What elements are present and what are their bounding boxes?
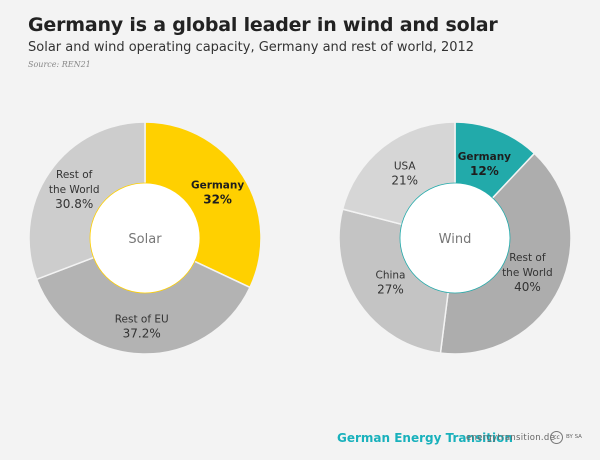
solar-label-germany: Germany 32%	[191, 179, 244, 206]
footer-url[interactable]: energytransition.de	[466, 433, 556, 443]
wind-label-china: China 27%	[376, 269, 406, 296]
footer-brand: German Energy Transition	[337, 431, 513, 445]
wind-center-label: Wind	[439, 232, 472, 247]
cc-icon: cc	[550, 431, 563, 444]
cc-license-text: BY SA	[566, 434, 582, 440]
solar-slice-rest-of-eu	[35, 237, 251, 355]
wind-donut-hole	[399, 182, 511, 294]
solar-center-label: Solar	[128, 232, 162, 247]
chart-title: Germany is a global leader in wind and s…	[28, 14, 498, 36]
solar-label-rest-of-the-world: Rest of the World 30.8%	[49, 169, 100, 211]
source-note: Source: REN21	[28, 60, 91, 69]
wind-label-rest-of-the-world: Rest of the World 40%	[502, 252, 553, 294]
solar-label-rest-of-eu: Rest of EU 37.2%	[115, 313, 169, 340]
wind-label-usa: USA 21%	[391, 161, 418, 188]
solar-donut-hole	[89, 182, 201, 294]
wind-label-germany: Germany 12%	[458, 151, 511, 178]
chart-subtitle: Solar and wind operating capacity, Germa…	[28, 40, 475, 55]
